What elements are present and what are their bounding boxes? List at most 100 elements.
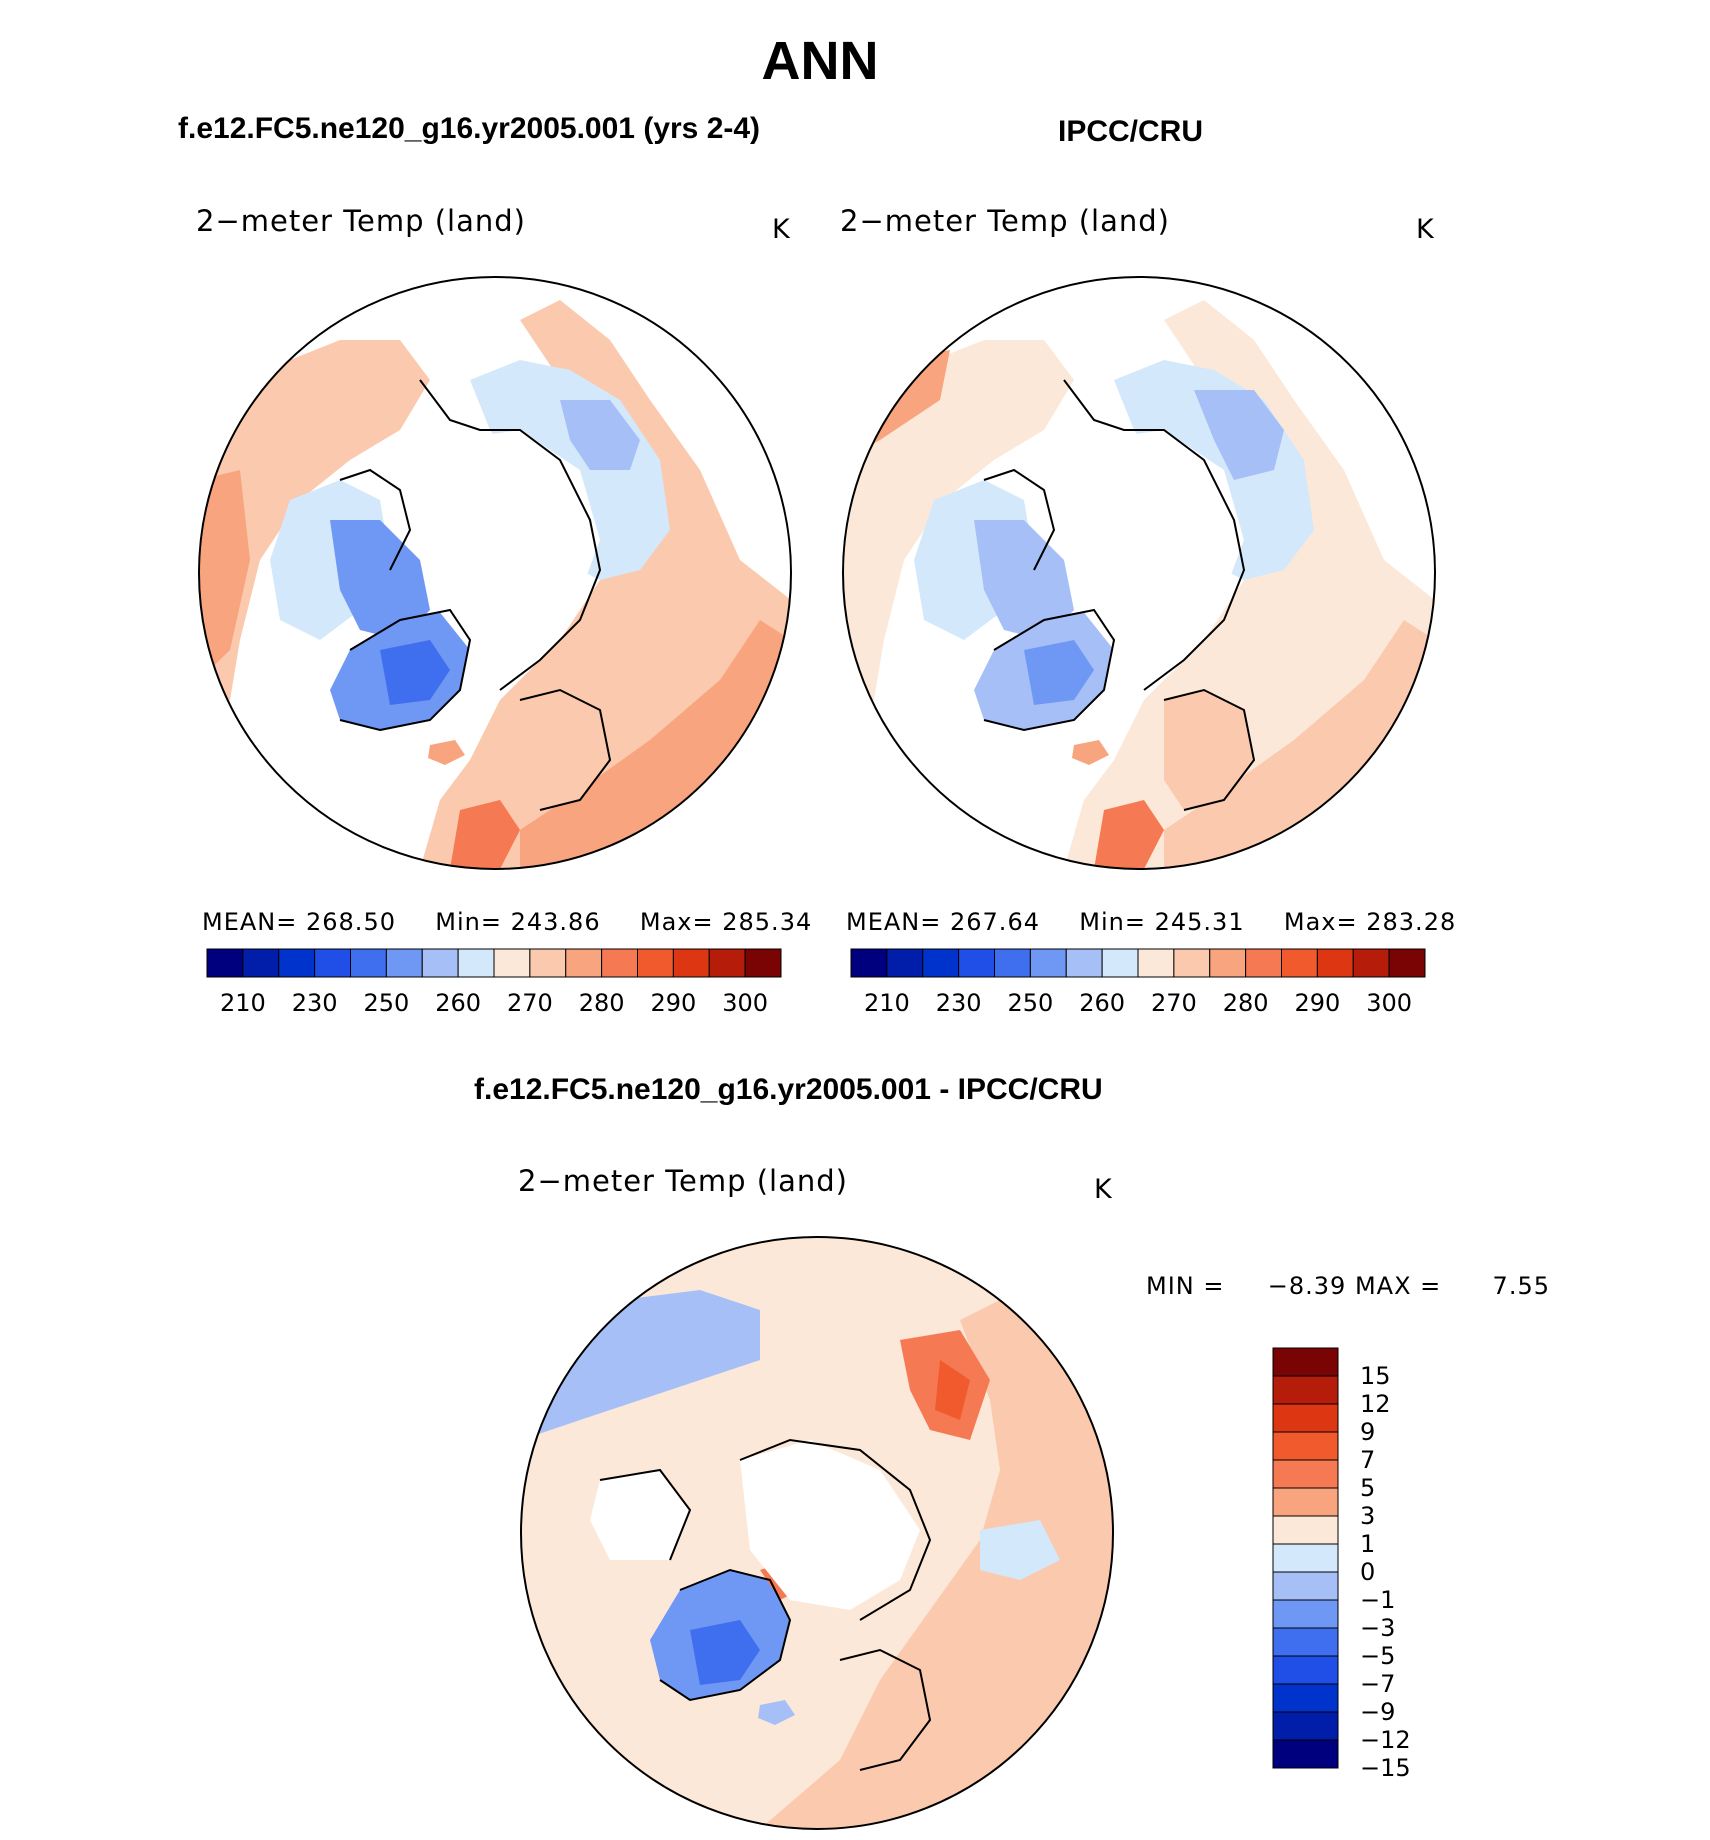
diff-polar-map [521,1237,1113,1829]
obs-min-label: Min= [1079,908,1146,936]
model-colorbar-tick-label: 290 [650,989,696,1017]
obs-colorbar-tick-label: 250 [1007,989,1053,1017]
model-min-value: 243.86 [510,908,601,936]
obs-colorbar-swatch [1173,948,1211,978]
obs-colorbar-swatch [886,948,924,978]
diff-colorbar-swatch [1272,1459,1339,1489]
diff-colorbar-swatch [1272,1543,1339,1573]
model-colorbar-tick-label: 260 [435,989,481,1017]
obs-mean-label: MEAN= [846,908,942,936]
diff-stats: MIN = −8.39 MAX = 7.55 [1146,1272,1550,1300]
diff-colorbar-swatch [1272,1711,1339,1741]
model-min-label: Min= [435,908,502,936]
model-colorbar-tick-label: 300 [722,989,768,1017]
model-mean-label: MEAN= [202,908,298,936]
diff-colorbar-tick-label: 15 [1360,1362,1391,1390]
obs-colorbar-tick-label: 270 [1151,989,1197,1017]
obs-units-label: K [1416,214,1435,245]
obs-map-border [842,276,1436,870]
diff-colorbar-tick-label: −5 [1360,1642,1395,1670]
model-colorbar-swatch [350,948,387,978]
obs-colorbar-swatch [850,948,888,978]
diff-colorbar-swatch [1272,1739,1339,1769]
diff-colorbar-swatch [1272,1347,1339,1377]
diff-colorbar-tick-label: 12 [1360,1390,1391,1418]
model-colorbar-swatch [385,948,423,978]
diff-colorbar-swatch [1272,1599,1339,1629]
obs-stats: MEAN= 267.64 Min= 245.31 Max= 283.28 [846,908,1456,936]
obs-case-title: IPCC/CRU [1058,115,1204,148]
model-colorbar-swatch [708,948,746,978]
obs-colorbar-swatch [1209,948,1247,978]
diff-colorbar-tick-label: −7 [1360,1670,1395,1698]
obs-colorbar-swatch [1281,948,1318,978]
diff-colorbar-swatch [1272,1655,1339,1685]
diff-max-value: 7.55 [1492,1272,1550,1300]
model-units-label: K [772,214,791,245]
obs-colorbar-swatch [1101,948,1139,978]
diff-colorbar-tick-label: 9 [1360,1418,1375,1446]
diff-colorbar-tick-label: −1 [1360,1586,1395,1614]
obs-colorbar-tick-label: 210 [864,989,910,1017]
diff-colorbar-tick-label: −15 [1360,1754,1411,1782]
diff-colorbar-swatch [1272,1571,1339,1601]
model-colorbar-swatch [529,948,567,978]
model-colorbar-swatch [744,948,782,978]
model-colorbar-swatch [601,948,638,978]
obs-colorbar-swatch [1388,948,1426,978]
model-colorbar-swatch [672,948,710,978]
model-max-label: Max= [639,908,714,936]
obs-colorbar-tick-label: 260 [1079,989,1125,1017]
obs-colorbar-swatch [1245,948,1282,978]
model-colorbar-swatch [565,948,603,978]
model-colorbar-tick-label: 250 [363,989,409,1017]
diff-colorbar-swatch [1272,1487,1339,1517]
model-colorbar-tick-label: 230 [292,989,338,1017]
obs-polar-map [843,277,1435,869]
model-mean-value: 268.50 [306,908,396,936]
diff-colorbar-swatch [1272,1683,1339,1713]
obs-colorbar: 210 230 250 260 270 280 290 300 [850,948,1426,1017]
model-colorbar: 210 230 250 260 270 280 290 300 [206,948,782,1017]
diff-colorbar-tick-label: 3 [1360,1502,1375,1530]
diff-colorbar-swatch [1272,1515,1339,1545]
diff-min-value: −8.39 [1267,1272,1347,1300]
obs-colorbar-tick-label: 280 [1223,989,1269,1017]
model-colorbar-swatch [242,948,280,978]
obs-colorbar-swatch [1352,948,1390,978]
obs-variable-label: 2−meter Temp (land) [840,204,1170,238]
obs-mean-value: 267.64 [950,908,1040,936]
model-colorbar-swatch [278,948,316,978]
obs-colorbar-swatch [1137,948,1175,978]
diff-colorbar-tick-label: 7 [1360,1446,1375,1474]
diff-case-title: f.e12.FC5.ne120_g16.yr2005.001 - IPCC/CR… [474,1073,1103,1106]
main-title: ANN [761,31,879,91]
diff-colorbar-tick-label: 0 [1360,1558,1375,1586]
diff-units-label: K [1094,1174,1113,1205]
model-map-border [198,276,792,870]
obs-colorbar-swatch [1029,948,1067,978]
model-variable-label: 2−meter Temp (land) [196,204,526,238]
diff-variable-label: 2−meter Temp (land) [518,1164,848,1198]
model-colorbar-swatch [314,948,351,978]
diff-colorbar-swatch [1272,1403,1339,1433]
diff-max-label: MAX = [1354,1272,1442,1300]
model-colorbar-tick-label: 280 [579,989,625,1017]
model-colorbar-swatch [206,948,244,978]
model-stats: MEAN= 268.50 Min= 243.86 Max= 285.34 [202,908,812,936]
model-max-value: 285.34 [722,908,813,936]
diff-colorbar-tick-label: −12 [1360,1726,1411,1754]
model-case-title: f.e12.FC5.ne120_g16.yr2005.001 (yrs 2-4) [178,112,761,145]
diff-colorbar-tick-label: 5 [1360,1474,1375,1502]
obs-colorbar-tick-label: 230 [936,989,982,1017]
diff-colorbar-tick-label: −9 [1360,1698,1395,1726]
obs-max-value: 283.28 [1366,908,1457,936]
model-colorbar-swatch [637,948,674,978]
obs-max-label: Max= [1283,908,1358,936]
diff-map-border [520,1236,1114,1830]
obs-min-value: 245.31 [1154,908,1245,936]
model-colorbar-swatch [493,948,531,978]
obs-colorbar-swatch [958,948,995,978]
